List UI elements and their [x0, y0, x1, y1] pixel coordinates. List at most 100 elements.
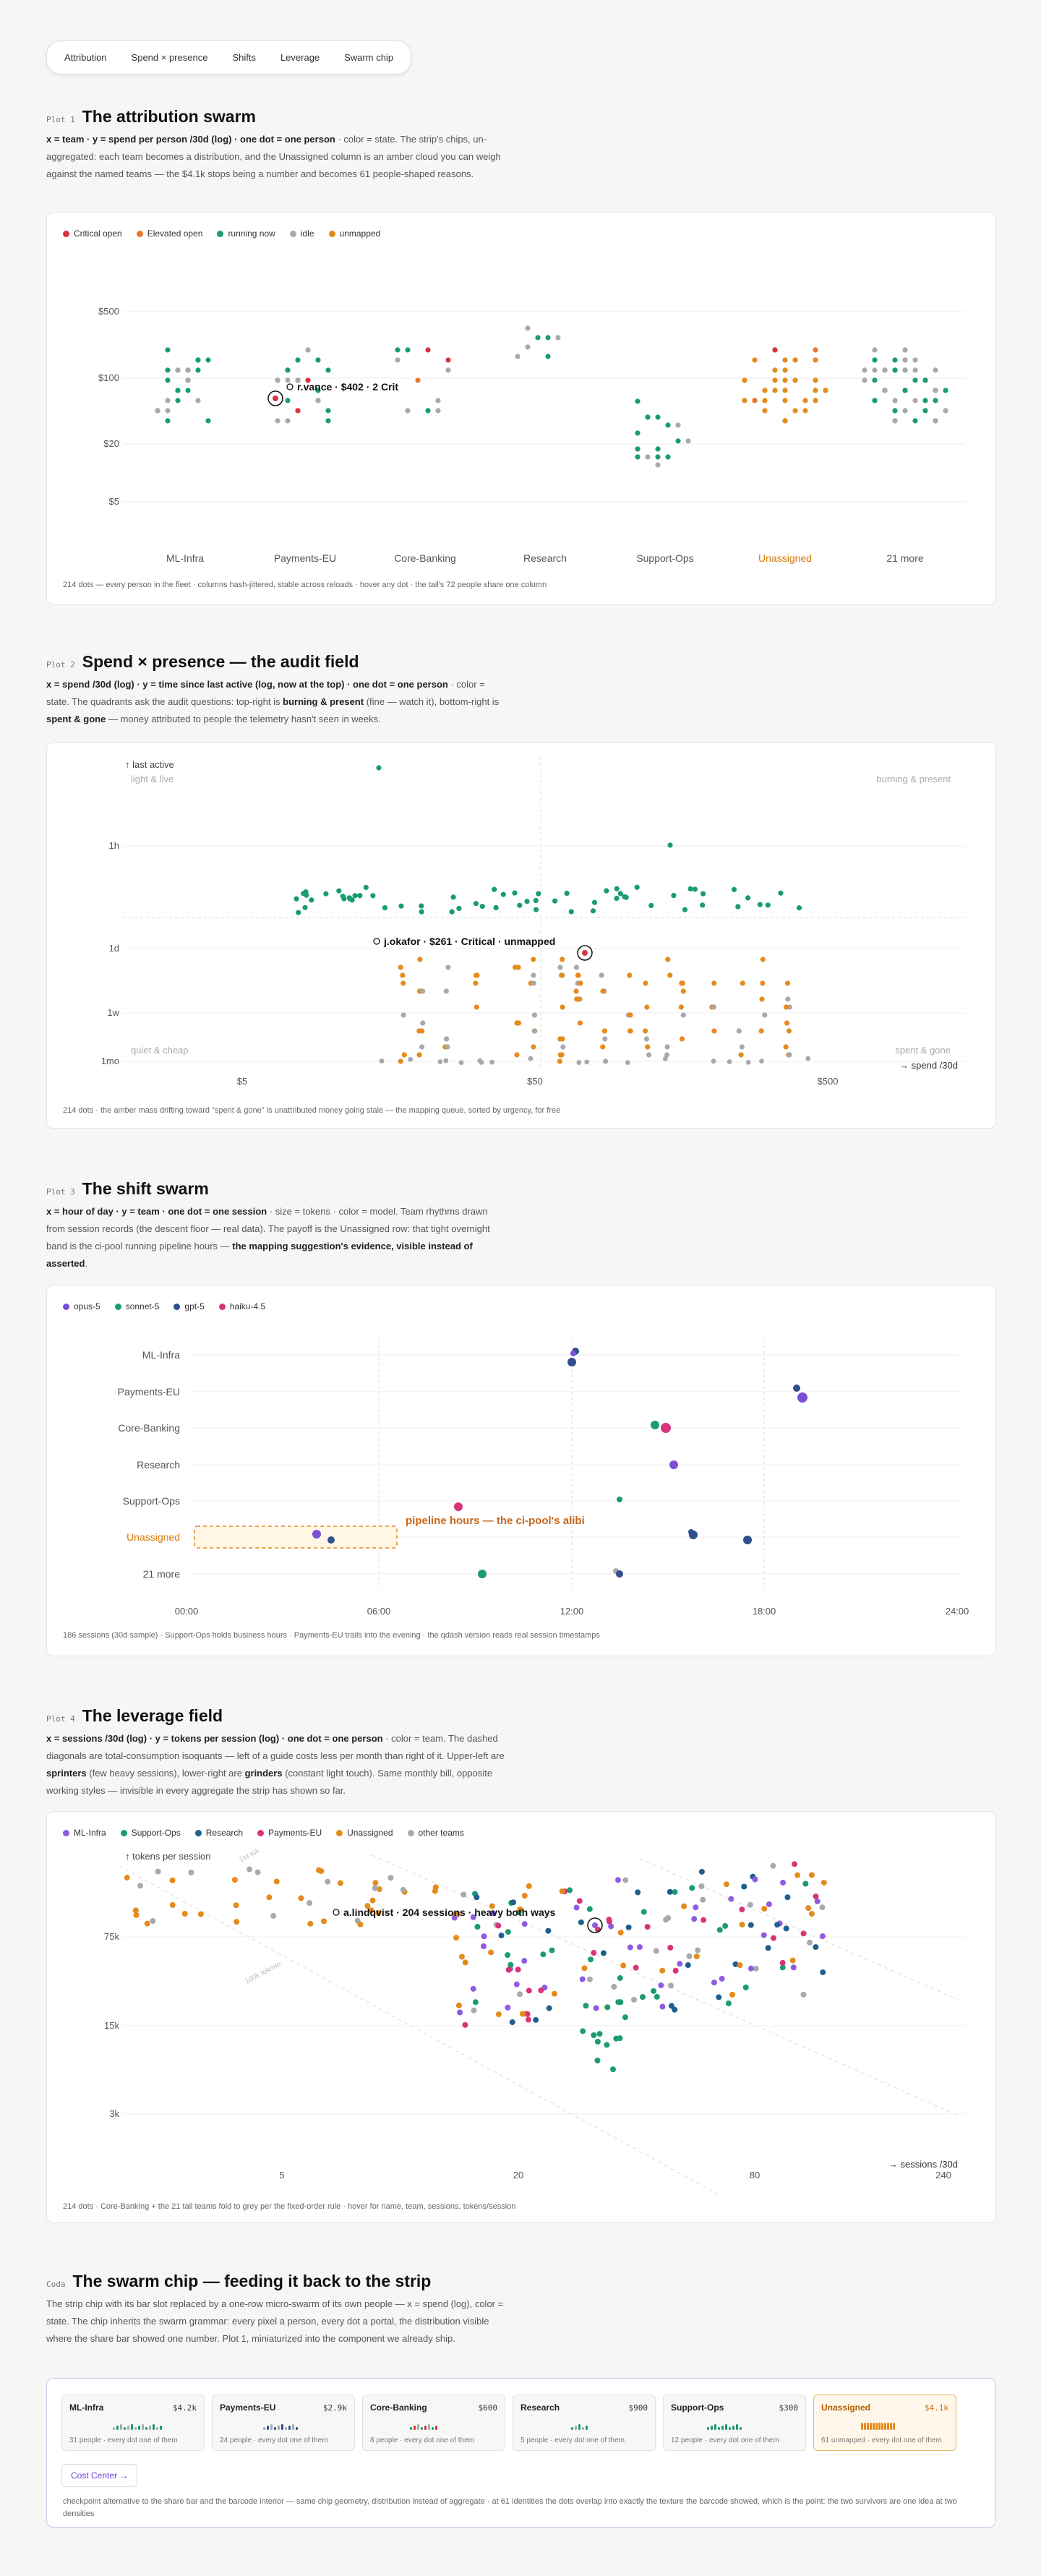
person-dot: [813, 1894, 819, 1900]
micro-dot: [884, 2423, 886, 2430]
person-dot: [185, 367, 191, 373]
person-dot: [617, 891, 623, 897]
row-label: Unassigned: [127, 1531, 180, 1543]
person-dot: [774, 1922, 781, 1928]
person-dot: [617, 2035, 623, 2042]
plot4-x-axis-label: → sessions /30d: [888, 2159, 958, 2170]
person-dot: [420, 1020, 426, 1026]
person-dot: [672, 1888, 678, 1895]
person-dot: [285, 377, 291, 383]
person-dot: [687, 886, 693, 892]
person-dot: [659, 1967, 666, 1974]
plot2-header: Plot 2 Spend × presence — the audit fiel…: [46, 652, 995, 728]
session-dot: [651, 1421, 659, 1429]
person-dot: [752, 398, 758, 403]
isoquant-line: [639, 1858, 959, 2001]
person-dot: [294, 896, 299, 902]
nav-shifts[interactable]: Shifts: [232, 52, 256, 63]
callout-dot: [592, 1922, 598, 1928]
person-dot: [902, 367, 908, 373]
x-tick-label: 00:00: [175, 1606, 199, 1617]
swarm-chip-support-ops[interactable]: Support-Ops $300 12 people · every dot o…: [663, 2395, 806, 2451]
person-dot: [369, 1897, 376, 1904]
swarm-chip-ml-infra[interactable]: ML-Infra $4.2k 31 people · every dot one…: [61, 2395, 205, 2451]
swarm-chip-core-banking[interactable]: Core-Banking $600 8 people · every dot o…: [362, 2395, 505, 2451]
callout-dot: [582, 950, 588, 956]
person-dot: [150, 1917, 156, 1924]
nav-swarm-chip[interactable]: Swarm chip: [344, 52, 394, 63]
person-dot: [517, 1906, 523, 1912]
person-dot: [528, 1056, 534, 1061]
y-tick-label: 3k: [109, 2108, 119, 2119]
person-dot: [551, 1990, 557, 1997]
person-dot: [761, 1906, 768, 1912]
nav-spend-presence[interactable]: Spend × presence: [131, 52, 208, 63]
person-dot: [648, 902, 654, 909]
person-dot: [912, 357, 918, 363]
person-dot: [685, 438, 691, 444]
person-dot: [752, 1876, 758, 1883]
person-dot: [305, 347, 311, 353]
swarm-chip-unassigned[interactable]: Unassigned $4.1k 61 unmapped · every dot…: [813, 2395, 956, 2451]
person-dot: [617, 1974, 623, 1981]
person-dot: [614, 886, 620, 891]
person-dot: [195, 398, 201, 403]
person-dot: [540, 1951, 547, 1958]
cost-center-link[interactable]: Cost Center →: [61, 2464, 138, 2487]
person-dot: [273, 1878, 280, 1885]
session-dot: [669, 1460, 678, 1469]
swarm-chip-research[interactable]: Research $900 5 people · every dot one o…: [513, 2395, 656, 2451]
person-dot: [711, 1028, 717, 1034]
person-dot: [782, 357, 788, 363]
person-dot: [782, 367, 788, 373]
person-dot: [614, 895, 620, 902]
nav-attribution[interactable]: Attribution: [64, 52, 107, 63]
micro-dot: [740, 2427, 742, 2430]
nav-leverage[interactable]: Leverage: [280, 52, 320, 63]
person-dot: [325, 367, 331, 373]
micro-dot: [142, 2424, 144, 2430]
plot4-callout: a.lindqvist · 204 sessions · heavy both …: [333, 1907, 603, 1933]
session-dot: [570, 1351, 576, 1356]
person-dot: [655, 462, 661, 468]
person-dot: [800, 1991, 807, 1998]
x-tick-label: Payments-EU: [274, 552, 336, 564]
person-dot: [762, 408, 768, 414]
person-dot: [700, 1896, 706, 1903]
person-dot: [772, 377, 778, 383]
plot1-callout: r.vance · $402 · 2 Crit: [267, 381, 398, 406]
person-dot: [420, 988, 426, 994]
person-dot: [325, 1878, 331, 1885]
person-dot: [679, 1036, 685, 1042]
person-dot: [782, 388, 788, 393]
person-dot: [672, 2006, 678, 2013]
person-dot: [505, 2004, 511, 2011]
person-dot: [819, 1904, 826, 1911]
person-dot: [307, 1900, 313, 1907]
person-dot: [622, 2014, 628, 2021]
person-dot: [784, 1894, 791, 1901]
person-dot: [577, 1020, 583, 1026]
legend-elevated: Elevated open: [136, 228, 202, 239]
micro-dot: [263, 2427, 265, 2430]
person-dot: [295, 377, 301, 383]
person-dot: [560, 1044, 566, 1050]
person-dot: [456, 905, 462, 912]
micro-dot: [421, 2427, 423, 2430]
person-dot: [782, 418, 788, 424]
person-dot: [594, 2058, 601, 2063]
person-dot: [644, 1004, 650, 1010]
person-dot: [364, 1903, 371, 1909]
person-dot: [933, 398, 938, 403]
person-dot: [560, 1004, 565, 1010]
person-dot: [165, 347, 171, 353]
person-dot: [664, 1044, 670, 1050]
person-dot: [387, 1875, 394, 1881]
person-dot: [761, 1932, 767, 1938]
micro-dot: [732, 2426, 734, 2430]
person-dot: [546, 2005, 552, 2011]
swarm-chip-payments-eu[interactable]: Payments-EU $2.9k 24 people · every dot …: [212, 2395, 355, 2451]
person-dot: [341, 896, 347, 902]
person-dot: [813, 1944, 819, 1951]
person-dot: [372, 1885, 378, 1891]
